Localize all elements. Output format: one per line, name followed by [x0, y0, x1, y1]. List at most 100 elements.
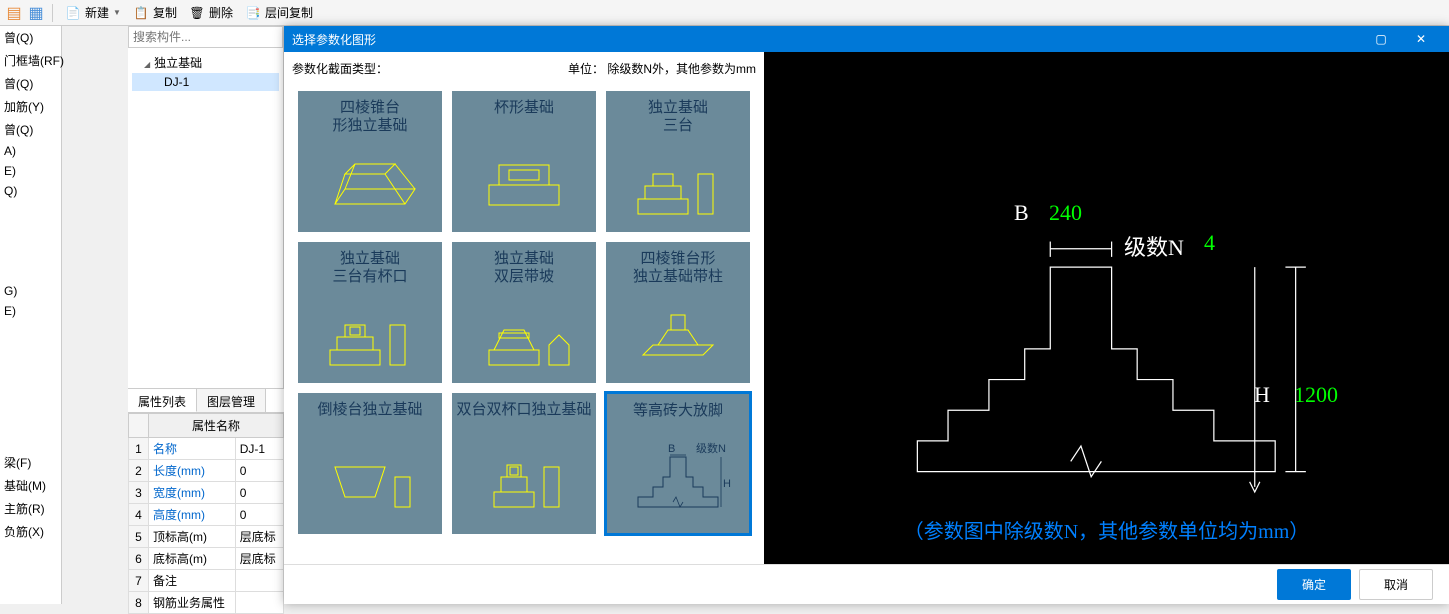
svg-text:级数N: 级数N	[696, 442, 726, 455]
new-button[interactable]: 📄 新建 ▼	[59, 1, 125, 25]
property-row[interactable]: 6底标高(m)层底标	[129, 548, 284, 570]
new-label: 新建	[85, 4, 109, 21]
shape-title: 等高砖大放脚	[633, 402, 723, 420]
param-h-label: H	[1254, 382, 1270, 408]
dialog-footer: 确定 取消	[284, 564, 1449, 604]
shape-option-3[interactable]: 独立基础 三台有杯口	[296, 240, 444, 385]
property-row[interactable]: 3宽度(mm)0	[129, 482, 284, 504]
delete-button[interactable]: 🗑 删除	[183, 1, 237, 25]
chevron-down-icon: ▼	[113, 8, 121, 17]
component-selected[interactable]: DJ-1	[132, 73, 279, 91]
preview-panel: B 240 级数N 4 H 1200 （参数图中除级数N，其他参数单位均为mm）	[764, 52, 1449, 564]
tab-layers[interactable]: 图层管理	[197, 389, 266, 412]
preview-note: （参数图中除级数N，其他参数单位均为mm）	[764, 515, 1449, 544]
shape-preview-icon	[469, 117, 579, 232]
tree-item[interactable]: Q)	[0, 181, 61, 201]
tree-item[interactable]: 曾(Q)	[0, 118, 61, 141]
property-row[interactable]: 4高度(mm)0	[129, 504, 284, 526]
type-label: 参数化截面类型：	[292, 60, 388, 77]
shape-title: 四棱锥台 形独立基础	[332, 99, 407, 135]
shape-title: 杯形基础	[494, 99, 554, 117]
shape-option-6[interactable]: 倒棱台独立基础	[296, 391, 444, 536]
layer-copy-button[interactable]: 📑 层间复制	[239, 1, 317, 25]
shape-preview-icon	[623, 135, 733, 232]
delete-label: 删除	[209, 4, 233, 21]
property-row[interactable]: 8钢筋业务属性	[129, 592, 284, 614]
shape-title: 独立基础 双层带坡	[494, 250, 554, 286]
tree-item[interactable]: 主筋(R)	[0, 497, 61, 520]
param-n-value[interactable]: 4	[1204, 230, 1215, 256]
property-row[interactable]: 5顶标高(m)层底标	[129, 526, 284, 548]
tab-properties[interactable]: 属性列表	[128, 389, 197, 412]
tree-item[interactable]: A)	[0, 141, 61, 161]
shape-option-1[interactable]: 杯形基础	[450, 89, 598, 234]
svg-text:H: H	[723, 478, 731, 490]
copy-label: 复制	[153, 4, 177, 21]
param-b-value[interactable]: 240	[1049, 200, 1082, 226]
property-panel: 属性列表 图层管理 属性名称 1名称DJ-1 2长度(mm)0 3宽度(mm)0…	[128, 388, 284, 614]
shape-header: 参数化截面类型： 单位： 除级数N外，其他参数为mm	[292, 60, 756, 77]
separator	[52, 4, 53, 22]
list-icon[interactable]: ▤	[4, 3, 24, 23]
shape-option-5[interactable]: 四棱锥台形 独立基础带柱	[604, 240, 752, 385]
component-root[interactable]: 独立基础	[132, 52, 279, 73]
property-row[interactable]: 1名称DJ-1	[129, 438, 284, 460]
ok-button[interactable]: 确定	[1277, 569, 1351, 600]
shape-preview-icon	[469, 419, 579, 534]
shape-option-0[interactable]: 四棱锥台 形独立基础	[296, 89, 444, 234]
tree-item[interactable]: G)	[0, 281, 61, 301]
tree-item[interactable]: 基础(M)	[0, 474, 61, 497]
cancel-button[interactable]: 取消	[1359, 569, 1433, 600]
new-icon: 📄	[63, 3, 83, 23]
shape-option-4[interactable]: 独立基础 双层带坡	[450, 240, 598, 385]
tree-item[interactable]: E)	[0, 161, 61, 181]
shape-preview-icon	[315, 286, 425, 383]
tree-item[interactable]: 曾(Q)	[0, 26, 61, 49]
close-button[interactable]: ✕	[1401, 26, 1441, 52]
layer-copy-icon: 📑	[243, 3, 263, 23]
preview-drawing	[764, 52, 1449, 564]
layer-copy-label: 层间复制	[265, 4, 313, 21]
maximize-button[interactable]: ▢	[1361, 26, 1401, 52]
tree-item[interactable]: 负筋(X)	[0, 520, 61, 543]
shape-title: 双台双杯口独立基础	[456, 401, 591, 419]
shape-option-8[interactable]: 等高砖大放脚 B 级数N H	[604, 391, 752, 536]
header-idx	[129, 414, 149, 438]
tree-item[interactable]: 梁(F)	[0, 451, 61, 474]
dialog-titlebar: 选择参数化图形 ▢ ✕	[284, 26, 1449, 52]
copy-button[interactable]: 📋 复制	[127, 1, 181, 25]
shape-option-2[interactable]: 独立基础 三台	[604, 89, 752, 234]
shape-preview-icon: B 级数N H	[618, 420, 738, 533]
category-tree: 曾(Q) 门框墙(RF) 曾(Q) 加筋(Y) 曾(Q) A) E) Q) G)…	[0, 26, 62, 604]
shape-title: 四棱锥台形 独立基础带柱	[633, 250, 723, 286]
param-h-value[interactable]: 1200	[1294, 382, 1338, 408]
param-b-label: B	[1014, 200, 1029, 226]
header-name: 属性名称	[149, 414, 284, 438]
search-input[interactable]	[128, 26, 283, 48]
shape-title: 倒棱台独立基础	[317, 401, 422, 419]
main-toolbar: ▤ ▦ 📄 新建 ▼ 📋 复制 🗑 删除 📑 层间复制	[0, 0, 1449, 26]
card-icon[interactable]: ▦	[26, 3, 46, 23]
tree-item[interactable]: 加筋(Y)	[0, 95, 61, 118]
unit-label: 单位： 除级数N外，其他参数为mm	[568, 60, 756, 77]
tree-item[interactable]: E)	[0, 301, 61, 321]
shape-preview-icon	[469, 286, 579, 383]
shape-grid: 四棱锥台 形独立基础 杯形基础 独立基础 三台	[292, 85, 756, 540]
shape-selector-dialog: 选择参数化图形 ▢ ✕ 参数化截面类型： 单位： 除级数N外，其他参数为mm 四…	[284, 26, 1449, 604]
svg-text:B: B	[668, 443, 675, 455]
shape-title: 独立基础 三台	[648, 99, 708, 135]
tree-item[interactable]: 曾(Q)	[0, 72, 61, 95]
dialog-body: 参数化截面类型： 单位： 除级数N外，其他参数为mm 四棱锥台 形独立基础 杯形…	[284, 52, 1449, 564]
shape-preview-icon	[315, 135, 425, 232]
dialog-title-text: 选择参数化图形	[292, 31, 376, 48]
copy-icon: 📋	[131, 3, 151, 23]
component-tree: 独立基础 DJ-1	[128, 48, 283, 95]
shape-preview-icon	[623, 286, 733, 383]
property-tabs: 属性列表 图层管理	[128, 389, 284, 413]
property-row[interactable]: 7备注	[129, 570, 284, 592]
shape-list-panel: 参数化截面类型： 单位： 除级数N外，其他参数为mm 四棱锥台 形独立基础 杯形…	[284, 52, 764, 564]
property-row[interactable]: 2长度(mm)0	[129, 460, 284, 482]
tree-item[interactable]: 门框墙(RF)	[0, 49, 61, 72]
shape-option-7[interactable]: 双台双杯口独立基础	[450, 391, 598, 536]
property-table: 属性名称 1名称DJ-1 2长度(mm)0 3宽度(mm)0 4高度(mm)0 …	[128, 413, 284, 614]
